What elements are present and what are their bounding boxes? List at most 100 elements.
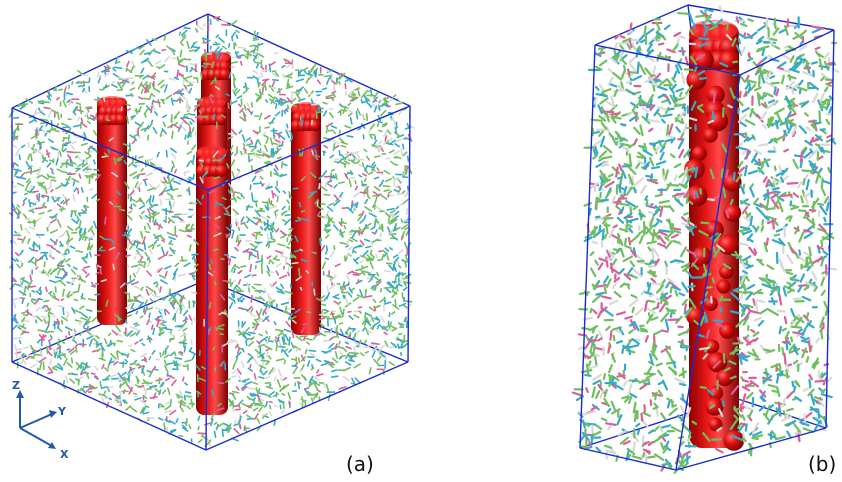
solvent-bond <box>355 279 363 285</box>
solvent-bond <box>56 122 60 128</box>
solvent-bond <box>185 99 189 109</box>
solvent-bond <box>21 280 24 286</box>
solvent-bond <box>662 445 669 454</box>
solvent-bond <box>381 103 388 106</box>
solvent-bond <box>334 296 340 300</box>
solvent-bond <box>392 118 397 127</box>
solvent-bond <box>104 72 110 78</box>
solvent-bond <box>148 355 152 361</box>
solvent-bond <box>150 365 157 373</box>
solvent-bond <box>623 212 633 220</box>
solvent-bond <box>690 55 698 66</box>
solvent-bond <box>274 71 280 77</box>
solvent-bond <box>214 326 218 331</box>
solvent-bond <box>90 372 96 376</box>
solvent-bond <box>246 355 253 364</box>
solvent-bond <box>272 135 276 140</box>
solvent-bond <box>398 322 405 326</box>
solvent-bond <box>633 177 644 187</box>
solvent-bond <box>765 69 773 80</box>
solvent-bond <box>371 144 378 148</box>
solvent-bond <box>773 233 781 237</box>
solvent-bond <box>657 369 663 377</box>
solvent-bond <box>150 72 157 79</box>
solvent-bond <box>275 286 283 292</box>
solvent-bond <box>775 119 779 130</box>
solvent-bond <box>58 233 65 239</box>
solvent-bond <box>819 205 828 216</box>
solvent-bond <box>186 84 194 87</box>
solvent-bond <box>775 170 786 177</box>
solvent-bond <box>24 183 29 192</box>
solvent-bond <box>34 217 42 223</box>
solvent-bond <box>233 404 241 408</box>
solvent-bond <box>620 123 627 127</box>
solvent-bond <box>828 63 837 67</box>
solvent-bond <box>41 335 47 339</box>
solvent-bond <box>91 316 98 323</box>
solvent-bond <box>818 110 822 123</box>
solvent-bond <box>384 211 391 218</box>
box-edge <box>407 105 411 363</box>
solvent-bond <box>707 389 715 396</box>
solvent-bond <box>311 149 315 156</box>
solvent-bond <box>188 176 194 180</box>
solvent-bond <box>687 272 693 278</box>
solvent-bond <box>688 117 698 122</box>
solvent-bond <box>749 84 757 92</box>
solvent-bond <box>783 148 789 153</box>
solvent-bond <box>730 292 741 302</box>
solvent-bond <box>813 357 819 370</box>
solvent-bond <box>286 64 290 68</box>
solvent-bond <box>670 426 682 433</box>
solvent-bond <box>732 341 744 345</box>
atom-sphere <box>719 322 736 339</box>
solvent-bond <box>577 333 588 337</box>
solvent-bond <box>373 155 381 158</box>
solvent-bond <box>129 278 136 284</box>
solvent-bond <box>625 80 633 84</box>
solvent-bond <box>242 89 248 95</box>
solvent-bond <box>291 364 298 368</box>
solvent-bond <box>276 88 283 94</box>
solvent-bond <box>68 99 73 106</box>
solvent-bond <box>64 258 71 263</box>
solvent-bond <box>665 124 670 137</box>
solvent-bond <box>65 92 74 96</box>
solvent-bond <box>300 327 305 334</box>
solvent-bond <box>114 398 122 402</box>
solvent-bond <box>227 136 234 140</box>
solvent-bond <box>213 46 220 54</box>
solvent-bond <box>39 350 44 358</box>
solvent-bond <box>265 360 270 366</box>
solvent-bond <box>395 226 401 231</box>
solvent-bond <box>737 228 749 233</box>
solvent-bond <box>75 361 82 370</box>
solvent-bond <box>398 108 404 116</box>
solvent-bond <box>399 202 404 206</box>
solvent-bond <box>27 238 31 244</box>
solvent-bond <box>37 329 44 332</box>
solvent-bond <box>766 190 776 196</box>
solvent-bond <box>658 78 668 87</box>
solvent-bond <box>402 107 408 111</box>
solvent-bond <box>263 114 271 120</box>
solvent-bond <box>396 192 405 196</box>
atom-sphere <box>693 49 714 71</box>
solvent-bond <box>655 284 665 294</box>
solvent-bond <box>58 150 62 157</box>
solvent-bond <box>22 202 26 207</box>
solvent-bond <box>336 282 341 286</box>
solvent-bond <box>803 251 812 257</box>
solvent-bond <box>648 98 653 109</box>
atom-sphere <box>219 68 231 81</box>
solvent-bond <box>615 340 624 344</box>
solvent-bond <box>79 331 83 336</box>
solvent-bond <box>672 43 679 52</box>
solvent-bond <box>642 411 651 418</box>
solvent-bond <box>241 110 247 117</box>
solvent-bond <box>594 216 601 222</box>
solvent-bond <box>359 218 365 224</box>
solvent-bond <box>163 34 167 41</box>
solvent-bond <box>178 73 185 77</box>
